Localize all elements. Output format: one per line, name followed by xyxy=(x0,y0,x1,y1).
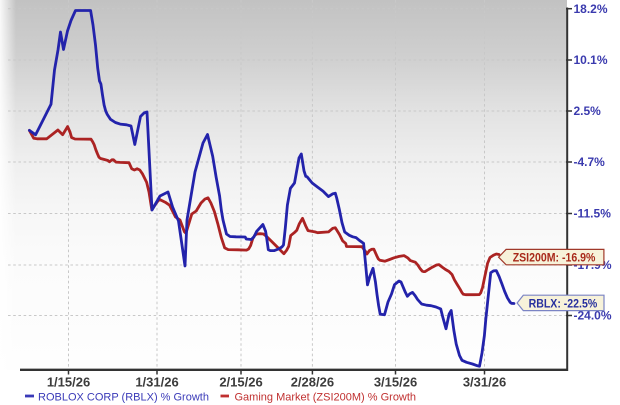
svg-text:-11.5%: -11.5% xyxy=(574,207,612,221)
svg-text:2/28/26: 2/28/26 xyxy=(291,375,334,390)
svg-text:-24.0%: -24.0% xyxy=(574,309,612,323)
svg-text:2/15/26: 2/15/26 xyxy=(219,375,262,390)
svg-text:10.1%: 10.1% xyxy=(574,53,608,67)
svg-text:Gaming Market (ZSI200M) % Grow: Gaming Market (ZSI200M) % Growth xyxy=(235,392,417,404)
svg-text:18.2%: 18.2% xyxy=(574,2,608,16)
svg-text:-4.7%: -4.7% xyxy=(574,155,606,169)
svg-text:2.5%: 2.5% xyxy=(574,104,602,118)
svg-text:ROBLOX CORP (RBLX) % Growth: ROBLOX CORP (RBLX) % Growth xyxy=(38,392,209,404)
svg-text:3/15/26: 3/15/26 xyxy=(374,375,417,390)
svg-text:ZSI200M: -16.9%: ZSI200M: -16.9% xyxy=(513,252,596,265)
svg-text:RBLX: -22.5%: RBLX: -22.5% xyxy=(529,298,598,311)
svg-text:3/31/26: 3/31/26 xyxy=(463,375,506,390)
svg-text:1/15/26: 1/15/26 xyxy=(47,375,90,390)
svg-text:1/31/26: 1/31/26 xyxy=(135,375,178,390)
